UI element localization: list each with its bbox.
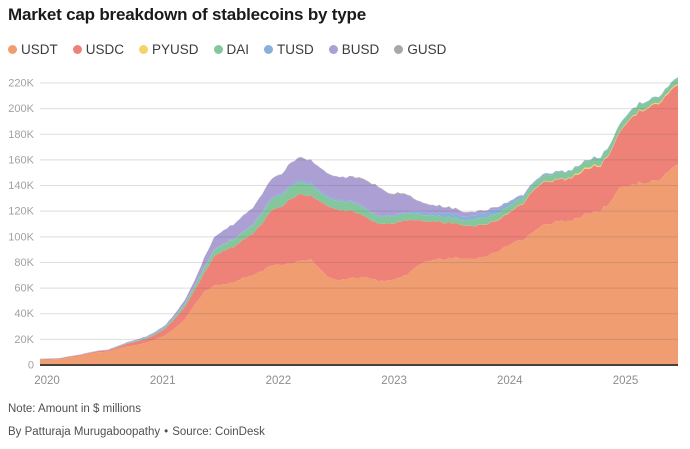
- y-tick-label: 60K: [14, 283, 34, 295]
- chart-byline: By Patturaja Murugaboopathy • Source: Coin…: [8, 426, 265, 438]
- y-tick-label: 120K: [8, 206, 34, 218]
- x-tick-label-2021: 2021: [150, 375, 176, 387]
- y-tick-label: 160K: [8, 154, 34, 166]
- x-tick-label-2020: 2020: [34, 375, 60, 387]
- legend-label: BUSD: [341, 42, 380, 57]
- legend-dot-icon: [328, 45, 338, 54]
- y-tick-label: 20K: [14, 334, 34, 346]
- y-tick-label: 100K: [8, 231, 34, 243]
- y-tick-label: 40K: [14, 308, 34, 320]
- area-usdt: [40, 164, 678, 365]
- chart-title: Market cap breakdown of stablecoins by t…: [8, 5, 366, 24]
- y-tick-label: 200K: [8, 103, 34, 115]
- chart-legend: USDT USDC PYUSD DAI TUSD BUSD GUSD: [8, 42, 461, 57]
- legend-label: GUSD: [407, 42, 447, 57]
- area-usdc: [40, 85, 678, 360]
- gridlines-group: [40, 82, 678, 340]
- y-tick-label: 80K: [14, 257, 34, 269]
- legend-dot-icon: [213, 45, 223, 54]
- legend-item-usdc: USDC: [72, 42, 125, 57]
- x-tick-label-2025: 2025: [613, 375, 639, 387]
- byline-author: By Patturaja Murugaboopathy: [8, 426, 161, 438]
- legend-label: USDC: [85, 42, 125, 57]
- y-tick-label: 0: [28, 360, 34, 372]
- x-tick-label-2023: 2023: [381, 375, 407, 387]
- legend-label: USDT: [21, 42, 58, 57]
- area-series-group: [40, 77, 678, 365]
- byline-source: Source: CoinDesk: [172, 426, 265, 438]
- legend-item-usdt: USDT: [8, 42, 58, 57]
- legend-item-dai: DAI: [213, 42, 250, 57]
- legend-dot-icon: [264, 45, 274, 54]
- legend-label: PYUSD: [152, 42, 199, 57]
- axis-labels-group: 0 20K 40K 60K 80K 100K 120K 140K 160K 180K 200K 220…: [8, 78, 638, 388]
- legend-item-busd: BUSD: [328, 42, 380, 57]
- chart-note: Note: Amount in $ millions: [8, 403, 141, 415]
- x-tick-label-2022: 2022: [266, 375, 292, 387]
- x-tick-label-2024: 2024: [497, 375, 523, 387]
- legend-dot-icon: [72, 45, 82, 54]
- y-tick-label: 220K: [8, 78, 34, 90]
- legend-label: TUSD: [277, 42, 314, 57]
- y-tick-label: 140K: [8, 180, 34, 192]
- y-tick-label: 180K: [8, 129, 34, 141]
- legend-dot-icon: [394, 45, 404, 54]
- legend-dot-icon: [139, 45, 149, 54]
- legend-item-gusd: GUSD: [394, 42, 446, 57]
- legend-dot-icon: [8, 45, 17, 54]
- legend-label: DAI: [226, 42, 250, 57]
- legend-item-tusd: TUSD: [264, 42, 314, 57]
- byline-separator: •: [164, 426, 169, 438]
- legend-item-pyusd: PYUSD: [139, 42, 199, 57]
